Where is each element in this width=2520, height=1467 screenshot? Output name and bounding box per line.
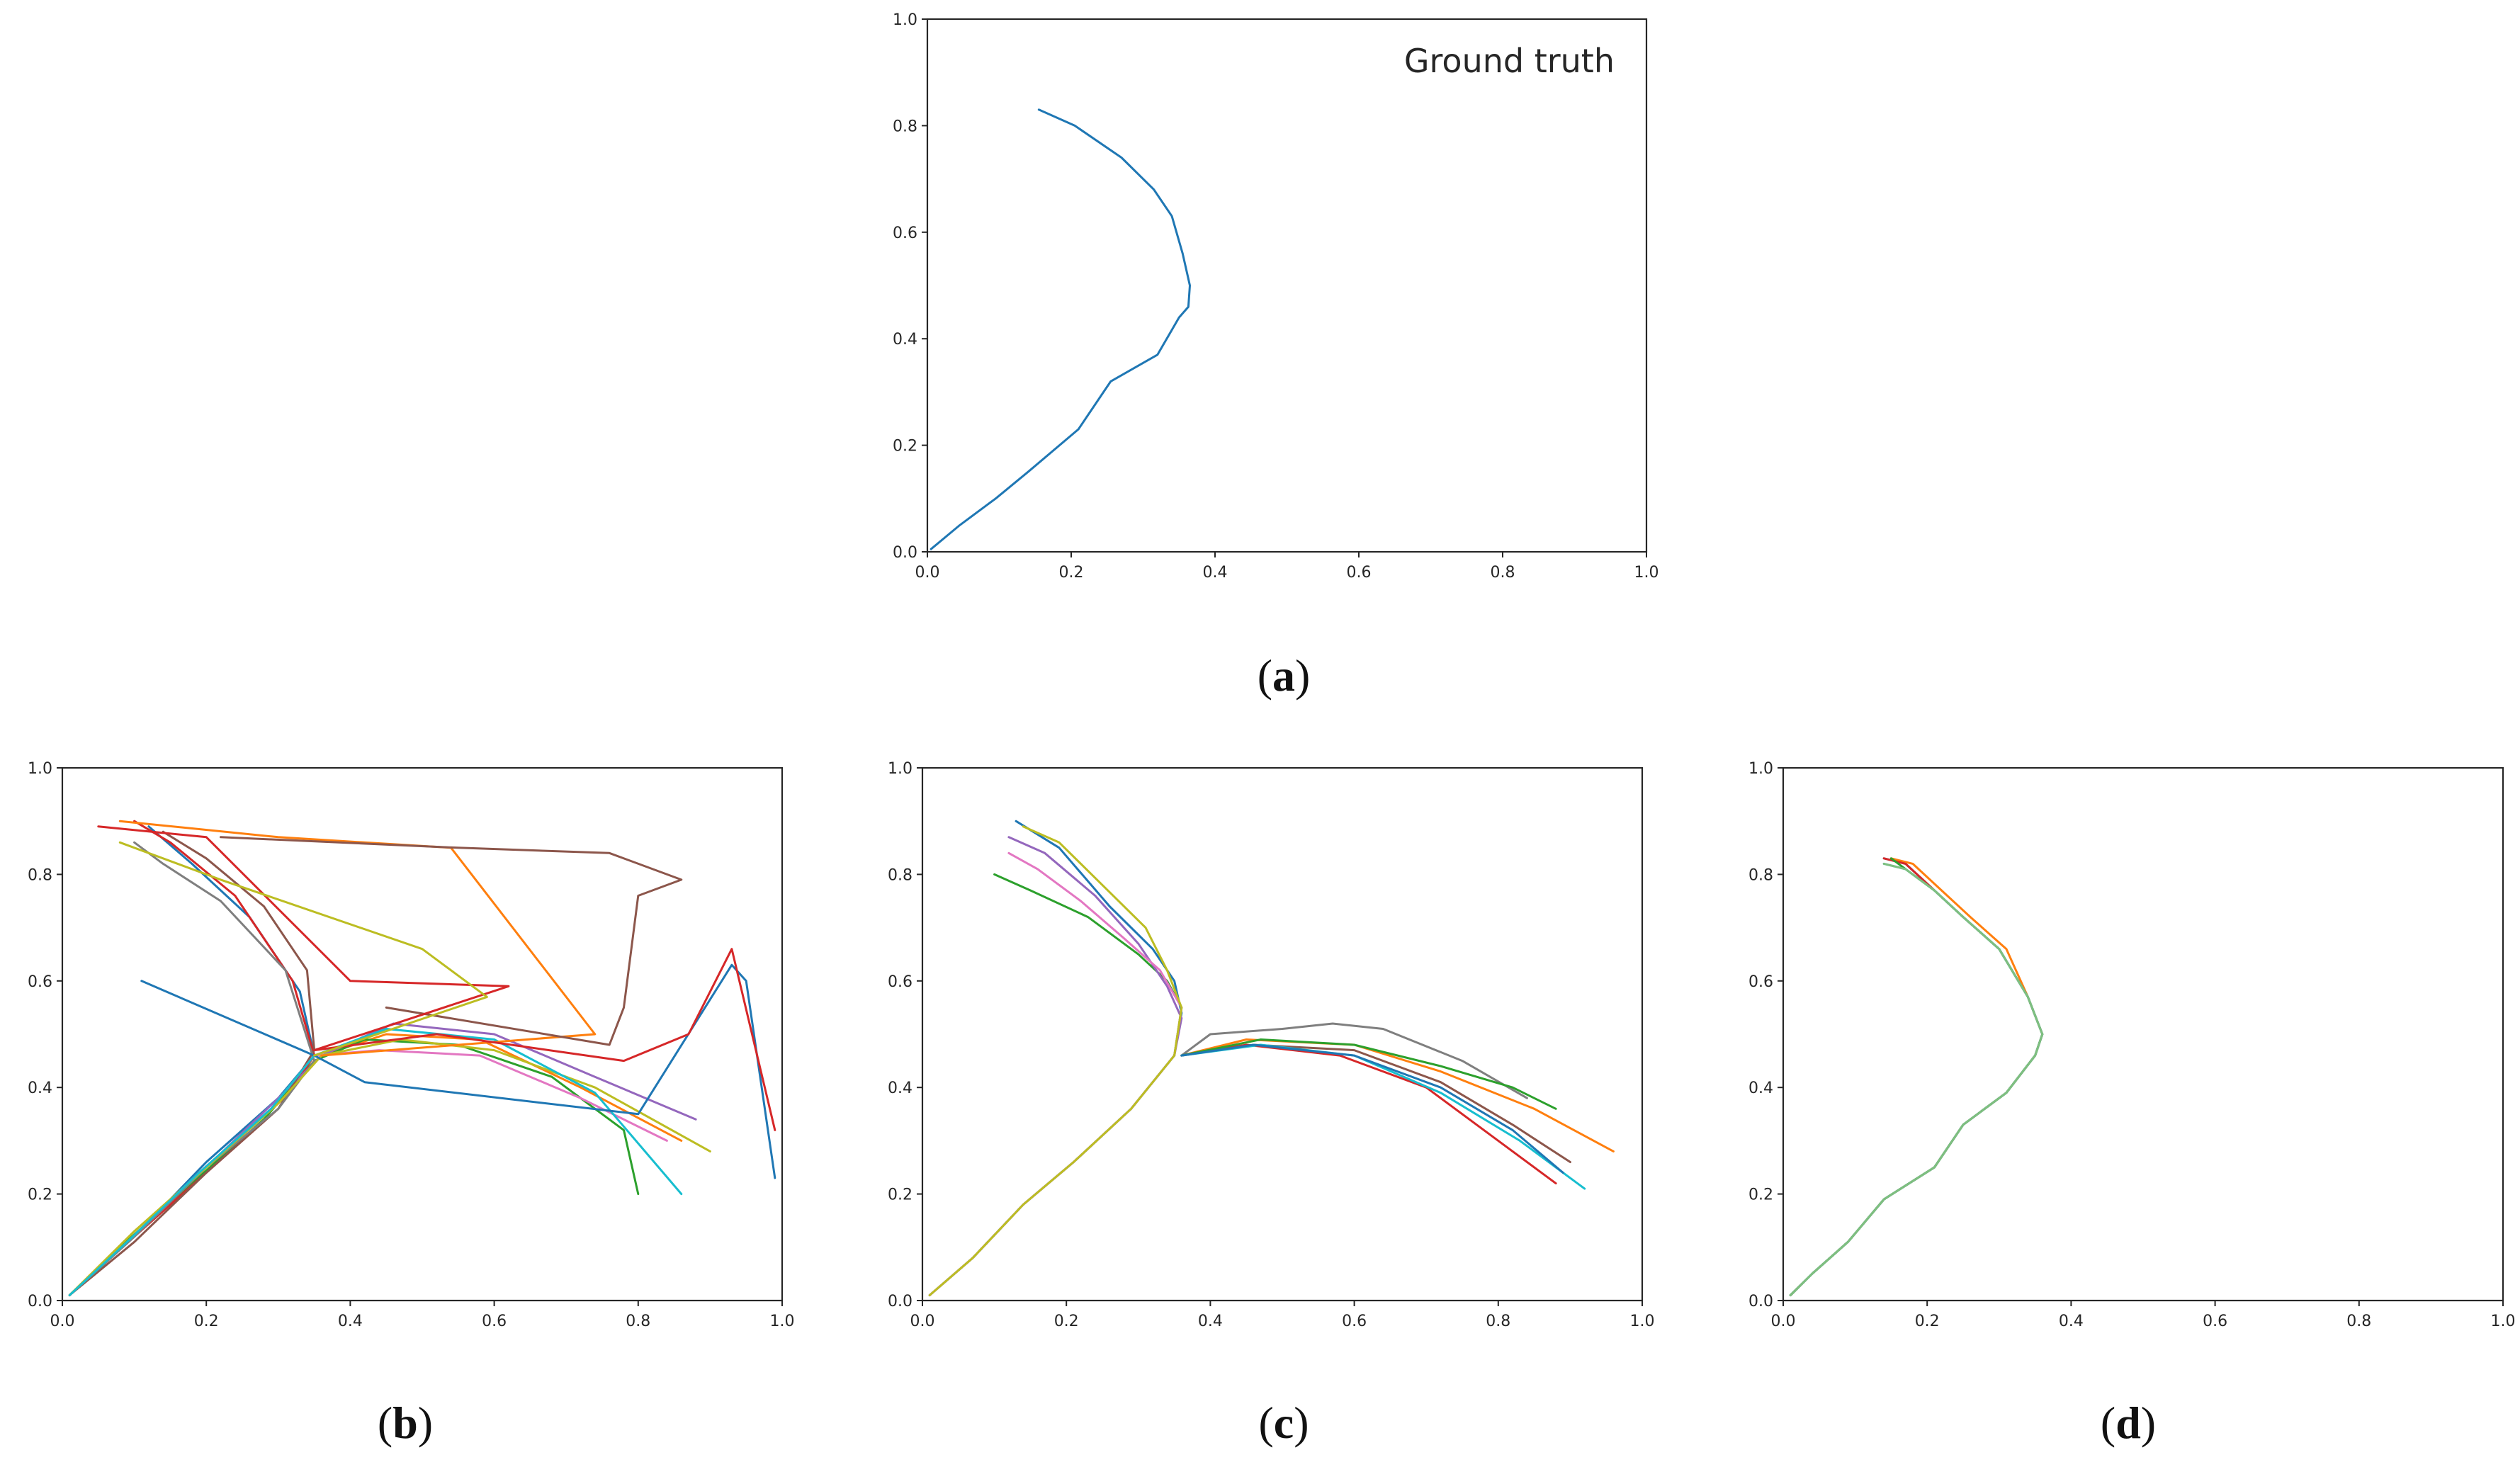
caption-letter: a (1272, 650, 1295, 701)
caption-letter: b (392, 1398, 418, 1448)
y-tick-label: 0.4 (1748, 1080, 1773, 1097)
annotation-ground-truth: Ground truth (1404, 42, 1615, 80)
series-line-sample-9 (68, 1038, 711, 1296)
series-line-sample-1 (1789, 857, 2044, 1296)
x-tick-label: 0.8 (1491, 564, 1515, 582)
series-line-outlier-brown (220, 836, 683, 1046)
chart-b: 0.0 0.2 0.4 0.6 0.8 1.0 0.0 0.2 0.4 0.6 0.8 1.0 (b) (28, 760, 795, 1448)
series-line-sample-3 (1789, 857, 2044, 1296)
x-tick-label: 0.0 (1771, 1313, 1796, 1330)
y-tick-label: 0.0 (888, 1293, 912, 1310)
series-line-sample-7 (928, 851, 1183, 1296)
series-line-sample-8 (68, 841, 316, 1296)
y-tick-label: 1.0 (1748, 760, 1773, 778)
series-line-sample-10 (68, 1028, 683, 1296)
x-tick-label: 0.8 (1486, 1313, 1510, 1330)
y-tick-label: 0.4 (893, 331, 917, 349)
x-tick-label: 0.4 (1203, 564, 1228, 582)
y-tick-label: 0.6 (893, 225, 917, 242)
series-line-sample-12 (1180, 1043, 1564, 1174)
x-tick-label: 1.0 (770, 1313, 795, 1330)
series-line-sample-5 (928, 836, 1183, 1296)
chart-c: 0.0 0.2 0.4 0.6 0.8 1.0 0.0 0.2 0.4 0.6 0.8 1.0 (c) (888, 760, 1655, 1448)
series-line-sample-4 (1789, 857, 2044, 1296)
series-line-sample-4 (1180, 1043, 1557, 1185)
series-line-sample-1 (68, 825, 316, 1296)
x-tick-label: 0.6 (2203, 1313, 2227, 1330)
y-tick-label: 0.8 (1748, 866, 1773, 884)
caption-a: (a) (1258, 650, 1311, 701)
x-tick-label: 0.4 (1198, 1313, 1223, 1330)
plot-frame (921, 766, 1644, 1302)
x-tick-label: 0.6 (482, 1313, 507, 1330)
series-line-outlier-orange (118, 820, 597, 1057)
y-tick-label: 0.6 (888, 973, 912, 991)
x-tick-label: 1.0 (1630, 1313, 1655, 1330)
caption-d: (d) (2101, 1398, 2156, 1448)
y-tick-label: 0.8 (28, 866, 52, 884)
y-tick-label: 0.2 (893, 438, 917, 455)
y-tick-label: 0.6 (28, 973, 52, 991)
y-tick-label: 0.4 (888, 1080, 912, 1097)
series-line-sample-2 (1180, 1038, 1615, 1152)
series-line-sample-6 (1789, 862, 2044, 1296)
x-tick-label: 0.6 (1342, 1313, 1367, 1330)
x-tick-label: 0.2 (194, 1313, 219, 1330)
y-tick-label: 0.6 (1748, 973, 1773, 991)
y-tick-label: 0.0 (28, 1293, 52, 1310)
x-tick-label: 0.0 (915, 564, 940, 582)
plot-frame (61, 766, 784, 1302)
x-tick-label: 0.8 (2346, 1313, 2371, 1330)
x-tick-label: 0.2 (1915, 1313, 1940, 1330)
series-line-sample-5 (1789, 862, 2044, 1296)
series-line-sample-5 (68, 1022, 697, 1296)
y-tick-label: 1.0 (888, 760, 912, 778)
y-tick-label: 0.8 (888, 866, 912, 884)
caption-c: (c) (1258, 1398, 1309, 1448)
series-line-outlier-red (97, 825, 776, 1131)
x-tick-label: 1.0 (1634, 564, 1659, 582)
x-tick-label: 0.0 (50, 1313, 75, 1330)
x-tick-label: 0.2 (1059, 564, 1084, 582)
y-tick-label: 0.0 (1748, 1293, 1773, 1310)
chart-a: 0.0 0.2 0.4 0.6 0.8 1.0 0.0 0.2 0.4 0.6 0.8 1.0 Grou… (893, 11, 1659, 701)
caption-letter: c (1274, 1398, 1294, 1448)
x-tick-label: 0.4 (338, 1313, 363, 1330)
series-line-sample-1 (928, 820, 1183, 1296)
caption-b: (b) (378, 1398, 433, 1448)
caption-letter: d (2115, 1398, 2141, 1448)
y-tick-label: 0.2 (28, 1186, 52, 1204)
y-tick-label: 0.8 (893, 118, 917, 135)
x-tick-label: 0.8 (626, 1313, 650, 1330)
y-tick-label: 1.0 (893, 11, 917, 29)
series-line-sample-6 (68, 830, 316, 1296)
y-tick-label: 0.2 (1748, 1186, 1773, 1204)
series-line-sample-11 (1180, 1038, 1557, 1110)
series-line-ground-truth (930, 108, 1191, 550)
x-tick-label: 0.4 (2059, 1313, 2084, 1330)
chart-d: 0.0 0.2 0.4 0.6 0.8 1.0 0.0 0.2 0.4 0.6 0.8 1.0 (d) (1748, 760, 2516, 1448)
y-tick-label: 0.0 (893, 544, 917, 562)
y-tick-label: 0.2 (888, 1186, 912, 1204)
series-line-sample-3 (928, 873, 1183, 1296)
x-tick-label: 0.6 (1347, 564, 1372, 582)
series-line-sample-8 (1180, 1022, 1528, 1099)
series-line-sample-2 (68, 1033, 683, 1296)
series-line-sample-9 (928, 825, 1183, 1296)
y-tick-label: 1.0 (28, 760, 52, 778)
series-line-sample-3 (68, 1038, 640, 1296)
x-tick-label: 1.0 (2491, 1313, 2516, 1330)
x-tick-label: 0.2 (1054, 1313, 1079, 1330)
plot-frame (926, 18, 1648, 553)
series-line-sample-2 (1789, 857, 2044, 1296)
series-line-outlier-olive (118, 841, 488, 1057)
series-line-sample-4 (68, 820, 316, 1296)
y-tick-label: 0.4 (28, 1080, 52, 1097)
x-tick-label: 0.0 (910, 1313, 935, 1330)
plot-frame (1782, 766, 2504, 1302)
